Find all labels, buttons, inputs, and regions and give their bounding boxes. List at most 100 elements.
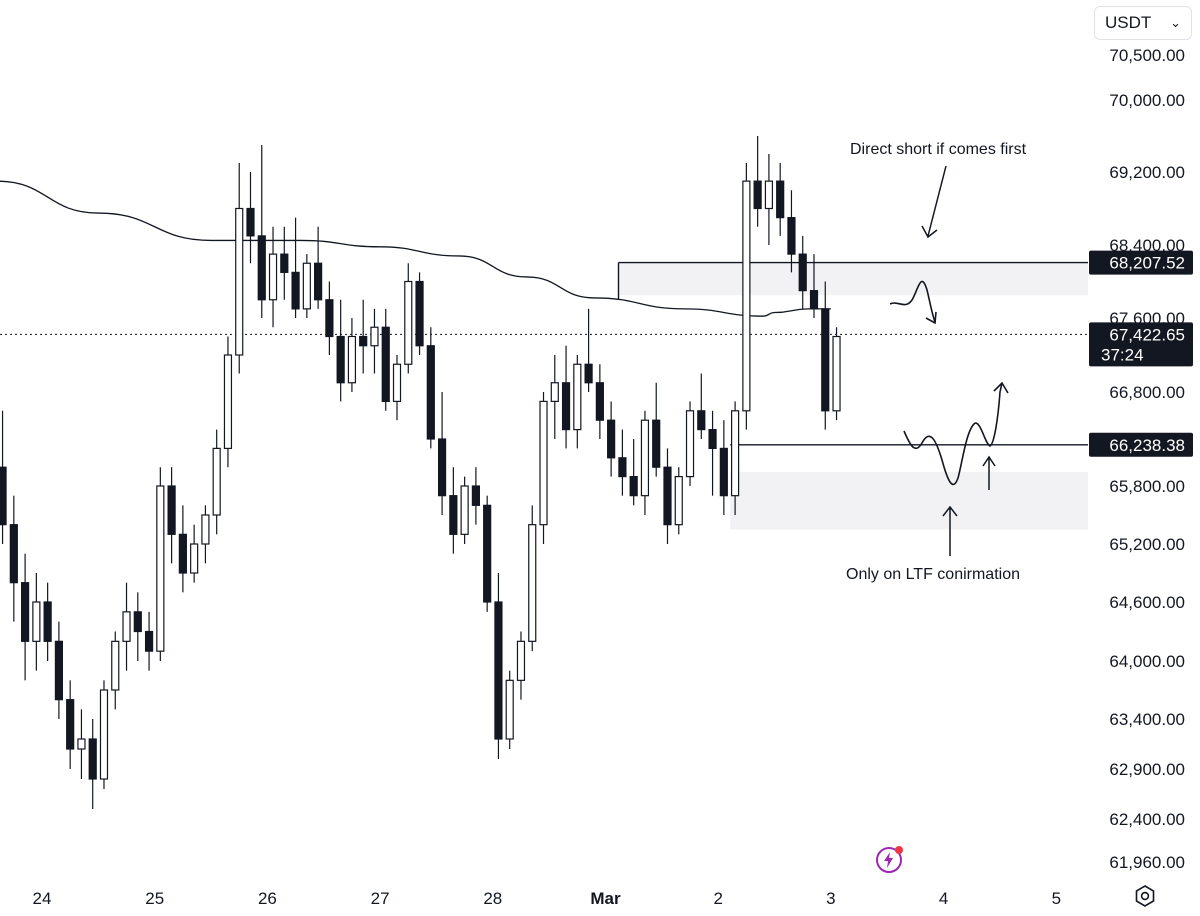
annotation-ltf: Only on LTF conirmation — [846, 566, 1020, 583]
candle-body-down — [584, 363, 593, 384]
candles-layer — [0, 136, 841, 809]
candle-body-down — [280, 253, 289, 273]
candle — [167, 467, 176, 564]
candle-body-up — [539, 400, 548, 526]
candle-body-up — [347, 335, 357, 384]
candle — [77, 709, 86, 779]
candle — [212, 429, 221, 535]
candle-body-down — [437, 438, 447, 497]
candle — [719, 420, 728, 515]
candle-body-up — [32, 601, 41, 642]
candle — [223, 336, 233, 468]
ltf-annotation-arrow — [942, 505, 958, 556]
candle — [697, 373, 706, 439]
candle-body-down — [809, 290, 819, 310]
x-tick-label: 5 — [1052, 889, 1061, 908]
candle — [652, 382, 661, 477]
candle-body-down — [483, 504, 492, 603]
x-tick-label: 27 — [371, 889, 390, 908]
x-tick-label: 2 — [713, 889, 722, 908]
long-scenario-arrowhead — [993, 381, 1009, 394]
candle — [415, 272, 424, 355]
candle-body-down — [561, 382, 571, 431]
currency-select[interactable]: USDT ⌄ — [1094, 6, 1192, 40]
candle — [663, 448, 672, 544]
candle — [314, 226, 323, 309]
candle-body-up — [235, 207, 244, 356]
candle — [618, 429, 627, 496]
candle — [133, 592, 142, 661]
candle — [190, 524, 199, 583]
short-scenario-arrowhead — [925, 311, 937, 325]
candle — [66, 680, 75, 769]
candle — [539, 392, 548, 544]
candle — [798, 235, 807, 309]
y-axis[interactable]: 70,500.0070,000.0069,200.0068,400.0067,6… — [1109, 46, 1185, 872]
candle — [111, 631, 120, 710]
candle — [494, 573, 503, 759]
y-tick-label: 65,800.00 — [1109, 477, 1185, 496]
candle — [178, 505, 187, 593]
moving-average-line — [0, 180, 831, 317]
candle — [235, 163, 244, 374]
candle-body-up — [156, 485, 165, 652]
candle — [268, 226, 278, 328]
x-tick-label: 26 — [258, 889, 277, 908]
candle — [561, 345, 571, 449]
x-tick-label: 24 — [33, 889, 52, 908]
candle — [404, 263, 413, 374]
candle-body-down — [652, 419, 661, 468]
candle — [426, 327, 435, 449]
zones-layer — [0, 261, 1088, 530]
candle — [742, 163, 751, 430]
candle-body-down — [133, 611, 142, 633]
x-tick-label: Mar — [590, 889, 621, 908]
candle-body-up — [505, 679, 514, 740]
short-scenario-path — [889, 280, 936, 323]
candle-body-down — [88, 738, 97, 780]
y-tick-label: 65,200.00 — [1109, 535, 1185, 554]
candle-body-down — [20, 582, 30, 642]
candle — [685, 401, 695, 486]
x-tick-label: 4 — [939, 889, 948, 908]
candle — [122, 582, 131, 671]
candle — [325, 281, 334, 355]
x-tick-label: 28 — [483, 889, 502, 908]
candle — [201, 505, 210, 564]
candle — [43, 582, 52, 661]
candle-body-down — [821, 308, 830, 412]
candle — [764, 154, 774, 245]
candle — [347, 318, 357, 392]
candle-body-up — [223, 354, 233, 450]
candle-body-down — [787, 217, 796, 255]
candle-body-down — [66, 699, 75, 750]
long-scenario-path — [903, 382, 1003, 486]
lightning-icon[interactable] — [874, 845, 904, 875]
y-tick-label: 64,000.00 — [1109, 652, 1185, 671]
price-tag-bg — [1089, 250, 1193, 275]
candle — [20, 553, 30, 681]
candle-body-down — [43, 601, 52, 642]
candle — [832, 327, 841, 421]
chevron-down-icon: ⌄ — [1170, 15, 1181, 30]
candle-body-up — [640, 419, 650, 497]
candle-body-up — [731, 410, 740, 497]
moving-average-layer — [0, 180, 831, 317]
candle-body-down — [9, 524, 18, 584]
candle — [573, 355, 582, 449]
settings-icon[interactable] — [1133, 884, 1157, 908]
x-axis[interactable]: 24 25 26 27 28 Mar 2 3 4 5 — [33, 889, 1061, 908]
candle — [640, 410, 650, 515]
candle — [708, 410, 717, 496]
candle-body-down — [381, 326, 390, 403]
candle-body-down — [798, 253, 807, 292]
candle-body-down — [246, 207, 255, 237]
candle — [32, 573, 41, 671]
candle — [370, 308, 379, 374]
candle-body-down — [359, 335, 368, 347]
candle-body-up — [460, 485, 469, 535]
y-tick-label: 70,000.00 — [1109, 91, 1185, 110]
price-tag: 68,207.52 — [1089, 250, 1193, 275]
